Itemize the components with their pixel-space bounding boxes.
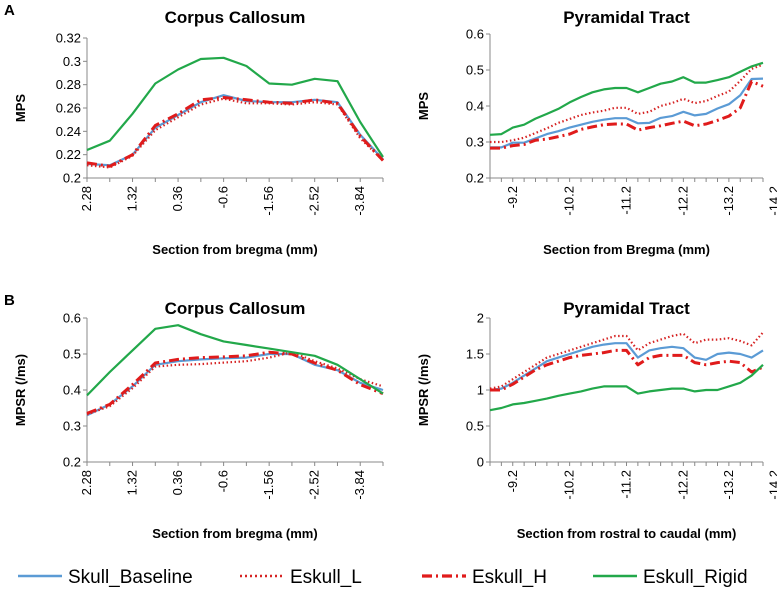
- x-tick-label: -9.2: [505, 186, 520, 208]
- x-tick-label: 0.36: [170, 470, 185, 495]
- series-line-eskull-l: [86, 351, 384, 416]
- x-tick-label: -1.56: [261, 470, 276, 500]
- x-tick-label: -2.52: [307, 470, 322, 500]
- series-line-eskull-l: [489, 331, 764, 390]
- y-tick-label: 0.4: [63, 383, 81, 398]
- x-tick-label: -11.2: [619, 470, 634, 499]
- legend-label-eskull-h: Eskull_H: [472, 567, 547, 588]
- x-tick-label: -0.6: [216, 186, 231, 208]
- x-axis-label: Section from rostral to caudal (mm): [517, 526, 737, 541]
- series-line-eskull-rigid: [489, 61, 764, 136]
- y-tick-label: 1: [477, 383, 484, 398]
- y-tick-label: 0.24: [56, 124, 81, 139]
- x-tick-label: 1.32: [125, 470, 140, 495]
- x-tick-label: -2.52: [307, 186, 322, 216]
- y-tick-label: 0.6: [63, 311, 81, 326]
- chart-A-pt: Pyramidal Tract 0.2 0.3 0.4 0.5 0.6 -9.2 -10.2 -…: [416, 8, 777, 257]
- series-line-eskull-h: [490, 348, 764, 392]
- x-tick-label: -14.2: [766, 186, 777, 216]
- y-tick-label: 0: [477, 455, 484, 470]
- x-tick-label: -3.84: [352, 186, 367, 216]
- series-line-eskull-rigid: [489, 364, 764, 412]
- x-axis-label: Section from bregma (mm): [152, 242, 317, 257]
- y-tick-label: 0.3: [63, 419, 81, 434]
- series-line-eskull-rigid: [86, 324, 384, 397]
- y-tick-label: 0.5: [466, 419, 484, 434]
- series-line-eskull-rigid: [86, 56, 384, 158]
- legend: Skull_Baseline Eskull_L Eskull_H Eskull_Rig…: [18, 567, 748, 588]
- panel-label-a: A: [4, 2, 15, 19]
- series-line-skull-baseline: [489, 342, 764, 392]
- y-tick-label: 0.2: [63, 455, 81, 470]
- series-line-eskull-h: [86, 96, 385, 168]
- y-tick-label: 2: [477, 311, 484, 326]
- legend-label-skull-baseline: Skull_Baseline: [68, 567, 193, 588]
- chart-B-cc: Corpus Callosum 0.2 0.3 0.4 0.5 0.6 2.28 1.32 0.…: [13, 299, 384, 541]
- y-tick-label: 0.3: [63, 54, 81, 69]
- x-tick-label: -3.84: [352, 470, 367, 500]
- x-tick-label: -11.2: [619, 186, 634, 215]
- y-tick-label: 0.5: [466, 63, 484, 78]
- x-axis-label: Section from bregma (mm): [152, 526, 317, 541]
- x-tick-label: 2.28: [79, 470, 94, 495]
- chart-A-cc: Corpus Callosum 0.2 0.22 0.24 0.26 0.28 0.3 0.3…: [13, 8, 385, 257]
- y-axis-label: MPSR (/ms): [416, 354, 431, 426]
- y-axis-label: MPS: [13, 94, 28, 123]
- chart-B-pt: Pyramidal Tract 0 0.5 1 1.5 2 -9.2 -10.2 -11.2 -1…: [416, 299, 777, 541]
- x-tick-label: -13.2: [721, 186, 736, 216]
- y-axis-label: MPS: [416, 92, 431, 121]
- chart-title: Corpus Callosum: [165, 8, 306, 27]
- x-tick-label: -10.2: [562, 470, 577, 500]
- x-tick-label: -0.6: [216, 470, 231, 492]
- y-tick-label: 0.4: [466, 99, 484, 114]
- series-line-eskull-h: [86, 350, 384, 415]
- chart-title: Pyramidal Tract: [563, 8, 690, 27]
- x-tick-label: -9.2: [505, 470, 520, 492]
- y-tick-label: 0.6: [466, 27, 484, 42]
- x-tick-label: -13.2: [721, 470, 736, 500]
- y-tick-label: 0.2: [63, 171, 81, 186]
- series-line-skull-baseline: [490, 77, 764, 149]
- y-tick-label: 0.5: [63, 347, 81, 362]
- series-line-skull-baseline: [86, 352, 384, 417]
- x-tick-label: -12.2: [675, 470, 690, 500]
- y-tick-label: 0.2: [466, 171, 484, 186]
- x-tick-label: 1.32: [125, 186, 140, 211]
- y-tick-label: 0.32: [56, 31, 81, 46]
- x-tick-label: -12.2: [675, 186, 690, 216]
- series-line-eskull-l: [490, 63, 764, 144]
- x-tick-label: 0.36: [170, 186, 185, 211]
- chart-title: Corpus Callosum: [165, 299, 306, 318]
- chart-title: Pyramidal Tract: [563, 299, 690, 318]
- charts-layer: Corpus Callosum0.20.220.240.260.280.30.3…: [13, 8, 777, 541]
- series-line-eskull-l: [86, 97, 384, 169]
- x-tick-label: -14.2: [766, 470, 777, 500]
- series-line-eskull-h: [490, 80, 764, 150]
- x-tick-label: -1.56: [261, 186, 276, 216]
- y-axis-label: MPSR (/ms): [13, 354, 28, 426]
- y-tick-label: 0.28: [56, 77, 81, 92]
- panel-label-b: B: [4, 292, 15, 309]
- legend-label-eskull-l: Eskull_L: [290, 567, 362, 588]
- x-tick-label: 2.28: [79, 186, 94, 211]
- y-tick-label: 0.26: [56, 101, 81, 116]
- x-axis-label: Section from Bregma (mm): [543, 242, 710, 257]
- x-tick-label: -10.2: [562, 186, 577, 216]
- y-tick-label: 1.5: [466, 347, 484, 362]
- legend-label-eskull-rigid: Eskull_Rigid: [643, 567, 748, 588]
- y-tick-label: 0.22: [56, 147, 81, 162]
- y-tick-label: 0.3: [466, 135, 484, 150]
